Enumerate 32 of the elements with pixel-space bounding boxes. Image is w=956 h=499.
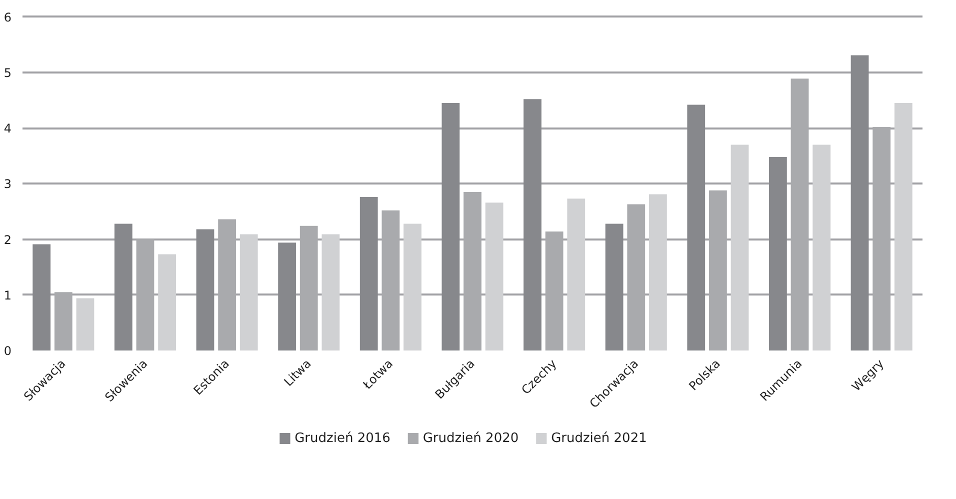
bar: [485, 202, 504, 350]
bar: [240, 234, 258, 350]
bar: [158, 254, 176, 350]
bar: [730, 144, 749, 350]
bar: [32, 244, 51, 350]
bar: [687, 104, 706, 350]
bar: [769, 156, 787, 350]
y-tick-label: 0: [4, 344, 12, 358]
y-tick-label: 4: [4, 122, 12, 136]
y-tick-label: 2: [4, 232, 12, 247]
bar: [605, 224, 624, 350]
legend-label: Grudzień 2016: [294, 431, 390, 446]
y-tick-label: 1: [4, 288, 12, 302]
bar: [850, 55, 869, 350]
y-tick-label: 5: [4, 66, 12, 80]
bar: [278, 242, 296, 350]
bar: [442, 103, 460, 350]
y-tick-label: 6: [4, 10, 12, 24]
legend-label: Grudzień 2021: [551, 431, 647, 446]
bar: [567, 198, 586, 350]
bar: [524, 99, 542, 350]
bar: [404, 224, 422, 350]
bar: [360, 197, 378, 350]
bar: [196, 229, 214, 350]
bar: [76, 298, 94, 350]
bar: [894, 103, 912, 350]
bar: [114, 224, 132, 350]
bar: [812, 144, 831, 350]
legend-label: Grudzień 2020: [422, 431, 519, 446]
bar: [649, 194, 667, 350]
y-tick-label: 3: [4, 177, 12, 192]
bar: [322, 234, 340, 350]
